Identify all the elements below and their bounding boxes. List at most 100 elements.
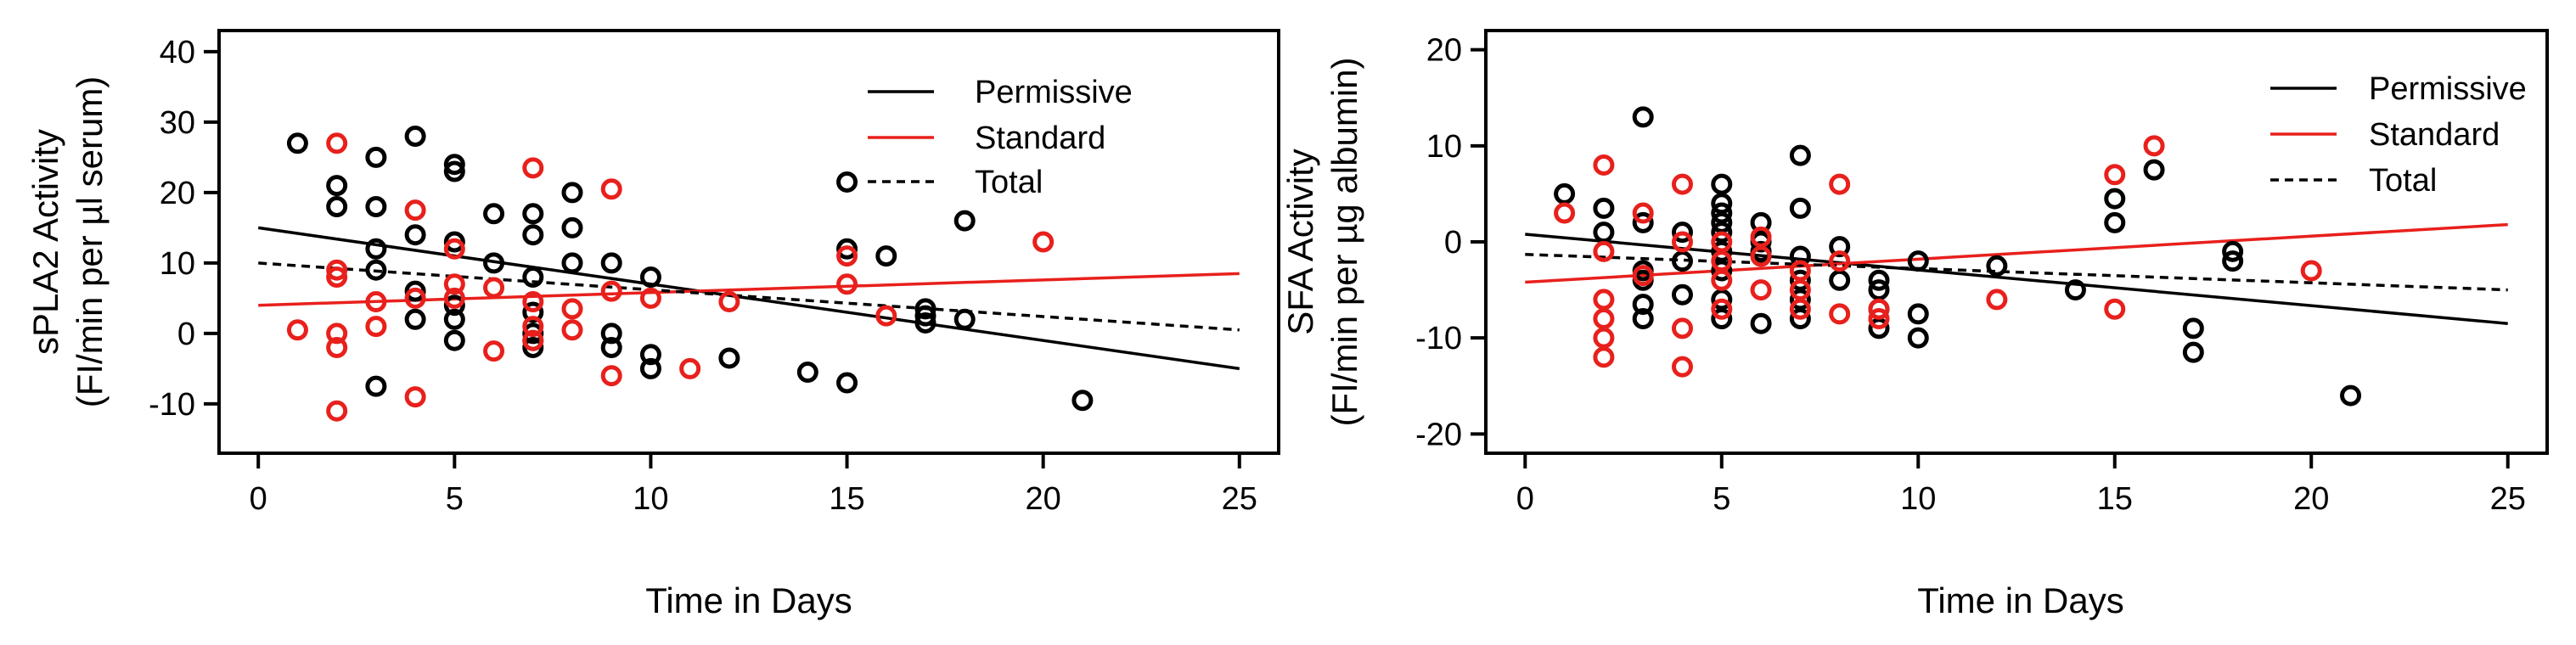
data-point-standard — [1032, 231, 1055, 253]
data-layer — [257, 126, 1240, 422]
data-point-permissive — [1711, 289, 1733, 311]
data-point-standard — [679, 357, 701, 379]
tick-marks: 0 5 10 15 20 25 -10 0 10 20 30 40 — [149, 35, 1257, 517]
data-point-standard — [600, 280, 622, 302]
data-point-permissive — [875, 245, 897, 267]
chart-sfa: 0 5 10 15 20 25 -20 -10 0 10 20 Permissive Standar… — [1280, 29, 2549, 620]
data-point-standard — [1593, 327, 1615, 349]
data-point-permissive — [404, 280, 426, 302]
data-point-standard — [2104, 298, 2126, 320]
y-tick-label: 0 — [1444, 225, 1462, 261]
data-point-permissive — [443, 308, 465, 330]
data-point-standard — [1829, 250, 1851, 272]
data-point-permissive — [2182, 341, 2204, 363]
legend: Permissive Standard Total — [868, 75, 1133, 200]
data-point-standard — [718, 291, 740, 313]
data-point-permissive — [1750, 312, 1772, 334]
data-point-standard — [522, 316, 544, 338]
x-tick-label: 5 — [446, 481, 464, 517]
data-point-standard — [1711, 269, 1733, 291]
data-point-standard — [522, 329, 544, 351]
y-tick-label: -20 — [1415, 417, 1462, 452]
data-point-permissive — [365, 196, 387, 217]
data-point-permissive — [914, 305, 936, 327]
data-point-standard — [1750, 245, 1772, 267]
data-point-permissive — [1554, 182, 1576, 205]
data-point-standard — [1868, 298, 1890, 320]
trend-line-permissive — [257, 226, 1240, 371]
x-tick-label: 20 — [1026, 481, 1061, 517]
data-point-permissive — [600, 337, 622, 358]
data-point-permissive — [522, 203, 544, 225]
data-point-standard — [1671, 173, 1693, 195]
data-point-standard — [1671, 231, 1693, 253]
data-point-permissive — [443, 231, 465, 253]
data-point-permissive — [561, 252, 583, 274]
data-point-standard — [1593, 240, 1615, 262]
x-tick-label: 15 — [829, 481, 864, 517]
data-point-permissive — [2222, 240, 2244, 262]
trend-line-total — [258, 261, 1240, 332]
data-point-permissive — [365, 238, 387, 260]
legend-standard-label: Standard — [2369, 117, 2500, 153]
data-point-permissive — [1789, 289, 1811, 311]
data-point-standard — [1593, 154, 1615, 176]
legend-total-label: Total — [2369, 163, 2437, 199]
data-point-permissive — [522, 322, 544, 345]
data-point-standard — [1750, 279, 1772, 301]
plot-frame — [217, 29, 1280, 455]
x-tick-label: 10 — [1900, 481, 1936, 517]
data-point-standard — [443, 273, 465, 295]
data-point-permissive — [1711, 260, 1733, 282]
data-point-permissive — [639, 357, 661, 379]
data-point-permissive — [1632, 211, 1654, 233]
data-point-permissive — [718, 347, 740, 369]
data-point-standard — [326, 132, 348, 154]
data-point-permissive — [326, 196, 348, 217]
data-point-permissive — [1829, 236, 1851, 258]
data-point-permissive — [2064, 279, 2086, 301]
y-axis-label-line2: (FI/min per µg albumin) — [1325, 58, 1364, 427]
y-axis-label-line2: (FI/min per µl serum) — [70, 76, 110, 408]
data-point-standard — [1711, 231, 1733, 253]
data-point-standard — [404, 386, 426, 408]
data-point-permissive — [561, 182, 583, 204]
data-point-standard — [1593, 308, 1615, 330]
data-point-permissive — [1986, 255, 2008, 277]
legend-permissive-label: Permissive — [975, 75, 1133, 110]
data-point-standard — [1986, 289, 2008, 311]
data-point-standard — [1711, 250, 1733, 272]
data-point-permissive — [1671, 250, 1693, 272]
data-point-permissive — [404, 224, 426, 246]
x-axis-label: Time in Days — [645, 580, 852, 620]
data-point-standard — [326, 266, 348, 288]
data-point-standard — [365, 316, 387, 338]
y-axis-label-line1: SFA Activity — [1280, 149, 1320, 334]
x-tick-label: 15 — [2097, 481, 2133, 517]
data-point-standard — [639, 287, 661, 309]
data-point-permissive — [2340, 384, 2362, 407]
data-point-permissive — [796, 362, 818, 384]
data-point-standard — [561, 319, 583, 341]
x-tick-label: 0 — [250, 481, 267, 517]
data-point-permissive — [1789, 144, 1811, 166]
data-point-standard — [483, 277, 505, 299]
data-point-permissive — [522, 337, 544, 358]
data-point-permissive — [1632, 106, 1654, 128]
x-tick-label: 10 — [633, 481, 668, 517]
data-point-permissive — [2104, 211, 2126, 233]
data-point-standard — [836, 245, 858, 267]
data-point-standard — [1632, 202, 1654, 224]
trend-line-standard — [1525, 222, 2508, 284]
data-point-permissive — [1789, 269, 1811, 291]
data-point-permissive — [365, 375, 387, 397]
data-point-permissive — [836, 238, 858, 260]
x-axis-label: Time in Days — [1917, 580, 2124, 620]
data-point-permissive — [1907, 250, 1929, 272]
data-point-standard — [1554, 202, 1576, 224]
y-tick-label: 40 — [160, 35, 195, 70]
data-point-standard — [1789, 260, 1811, 282]
data-point-permissive — [1711, 308, 1733, 330]
data-point-permissive — [1671, 222, 1693, 244]
data-point-permissive — [2104, 188, 2126, 210]
